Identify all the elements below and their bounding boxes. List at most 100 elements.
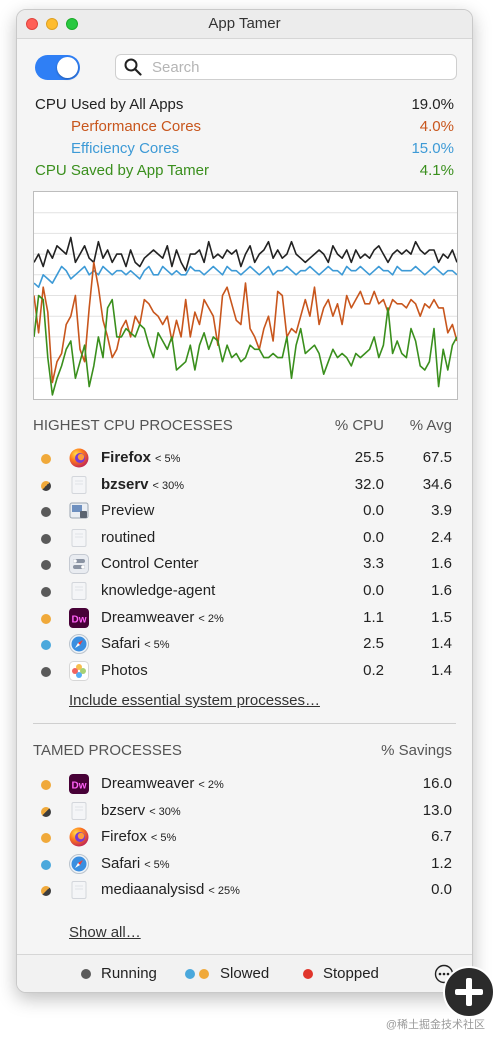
process-row[interactable]: Dw Dreamweaver < 2% 1.1 1.5 (17, 606, 472, 632)
generic-app-icon (69, 801, 89, 821)
firefox-icon (69, 827, 89, 847)
running-legend-label: Running (101, 965, 157, 982)
avg-percent: 1.4 (431, 635, 452, 653)
zoom-window-button[interactable] (66, 18, 78, 30)
chart-series-line-2 (34, 261, 457, 384)
status-dot (41, 833, 51, 844)
cpu-limit: < 5% (150, 832, 177, 845)
slowed-orange-legend-dot (199, 969, 209, 979)
cpu-all-apps-label: CPU Used by All Apps (35, 96, 184, 113)
generic-app-icon (69, 528, 89, 548)
title-bar: App Tamer (17, 10, 472, 39)
cpu-percent: 2.5 (363, 635, 384, 653)
process-name-text: mediaanalysisd (101, 881, 205, 899)
cpu-usage-chart (33, 191, 458, 400)
search-icon (124, 58, 142, 76)
savings-percent: 16.0 (422, 775, 452, 792)
search-input[interactable] (150, 57, 444, 77)
status-dot (41, 666, 51, 677)
tamed-process-row[interactable]: mediaanalysisd < 25% 0.0 (17, 878, 472, 904)
avg-percent: 1.6 (431, 582, 452, 599)
generic-app-icon (69, 475, 89, 495)
cpu-limit: < 2% (198, 779, 224, 791)
tamed-process-row[interactable]: Firefox < 5% 6.7 (17, 825, 472, 851)
process-name-text: routined (101, 528, 156, 546)
process-row[interactable]: Preview 0.0 3.9 (17, 499, 472, 525)
process-name: knowledge-agent (101, 582, 219, 599)
col-avg-header[interactable]: % Avg (409, 417, 452, 434)
status-dot (41, 859, 51, 870)
show-all-link[interactable]: Show all… (69, 924, 141, 941)
savings-percent: 6.7 (431, 828, 452, 846)
cpu-limit: < 2% (198, 612, 224, 625)
tamed-process-row[interactable]: bzserv < 30% 13.0 (17, 799, 472, 825)
status-dot (41, 507, 51, 518)
col-savings-header[interactable]: % Savings (381, 742, 452, 759)
firefox-icon (69, 448, 89, 468)
process-row[interactable]: Firefox < 5% 25.5 67.5 (17, 446, 472, 472)
avg-percent: 1.6 (431, 555, 452, 573)
process-name: Firefox < 5% (101, 828, 176, 845)
app-tamer-enable-toggle[interactable] (35, 55, 80, 80)
slowed-legend-label: Slowed (220, 965, 270, 982)
chart-series-line-3 (34, 294, 457, 396)
tamed-processes-header: TAMED PROCESSES (33, 742, 182, 759)
include-system-processes-link[interactable]: Include essential system processes… (69, 692, 320, 709)
process-name-text: Dreamweaver (101, 608, 195, 626)
process-name-text: Control Center (101, 555, 199, 573)
process-row[interactable]: bzserv < 30% 32.0 34.6 (17, 473, 472, 499)
process-row[interactable]: knowledge-agent 0.0 1.6 (17, 579, 472, 605)
minimize-window-button[interactable] (46, 18, 58, 30)
search-field[interactable] (115, 54, 457, 80)
status-dot (41, 613, 51, 624)
close-window-button[interactable] (26, 18, 38, 30)
performance-cores-value: 4.0% (419, 118, 454, 135)
status-dot (41, 480, 51, 491)
avg-percent: 2.4 (431, 528, 452, 546)
process-name: Control Center (101, 555, 203, 572)
safari-icon (69, 634, 89, 655)
process-row[interactable]: Photos 0.2 1.4 (17, 659, 472, 685)
process-row[interactable]: Safari < 5% 2.5 1.4 (17, 632, 472, 658)
process-name-text: knowledge-agent (101, 582, 216, 599)
process-name: Dreamweaver < 2% (101, 609, 224, 626)
safari-icon (69, 853, 89, 874)
cpu-percent: 0.0 (363, 502, 384, 520)
status-dot (41, 640, 51, 651)
process-name: Photos (101, 662, 152, 679)
status-dot (41, 780, 51, 790)
savings-percent: 13.0 (422, 801, 452, 819)
window-title: App Tamer (208, 15, 281, 32)
cpu-percent: 32.0 (354, 475, 384, 493)
savings-percent: 0.0 (431, 881, 452, 899)
running-legend-dot (81, 969, 91, 979)
cpu-percent: 0.0 (363, 528, 384, 546)
avg-percent: 3.9 (431, 502, 452, 520)
svg-text:Dw: Dw (72, 781, 87, 792)
process-name: bzserv < 30% (101, 802, 181, 819)
process-name-text: Safari (101, 854, 141, 872)
status-dot (41, 587, 51, 597)
process-name-text: Firefox (101, 828, 147, 846)
avg-percent: 1.5 (431, 608, 452, 626)
process-row[interactable]: Control Center 3.3 1.6 (17, 552, 472, 578)
tamed-process-row[interactable]: Dw Dreamweaver < 2% 16.0 (17, 772, 472, 798)
process-name-text: Photos (101, 661, 148, 679)
process-name-text: Preview (101, 502, 155, 520)
process-row[interactable]: routined 0.0 2.4 (17, 526, 472, 552)
process-name: routined (101, 529, 159, 546)
tamed-process-row[interactable]: Safari < 5% 1.2 (17, 852, 472, 878)
section-divider (33, 723, 456, 724)
add-plus-icon[interactable] (443, 966, 495, 1018)
status-dot (41, 560, 51, 571)
highest-cpu-header: HIGHEST CPU PROCESSES (33, 417, 233, 434)
col-cpu-header[interactable]: % CPU (334, 417, 384, 434)
process-name: mediaanalysisd < 25% (101, 881, 240, 898)
status-legend-bar: Running Slowed Stopped (17, 954, 472, 992)
cpu-percent: 0.2 (363, 661, 384, 679)
watermark-text: @稀土掘金技术社区 (385, 1019, 485, 1031)
control-center-icon (69, 554, 89, 575)
avg-percent: 34.6 (422, 475, 452, 493)
process-name-text: Firefox (101, 449, 152, 466)
status-dot (41, 886, 51, 897)
